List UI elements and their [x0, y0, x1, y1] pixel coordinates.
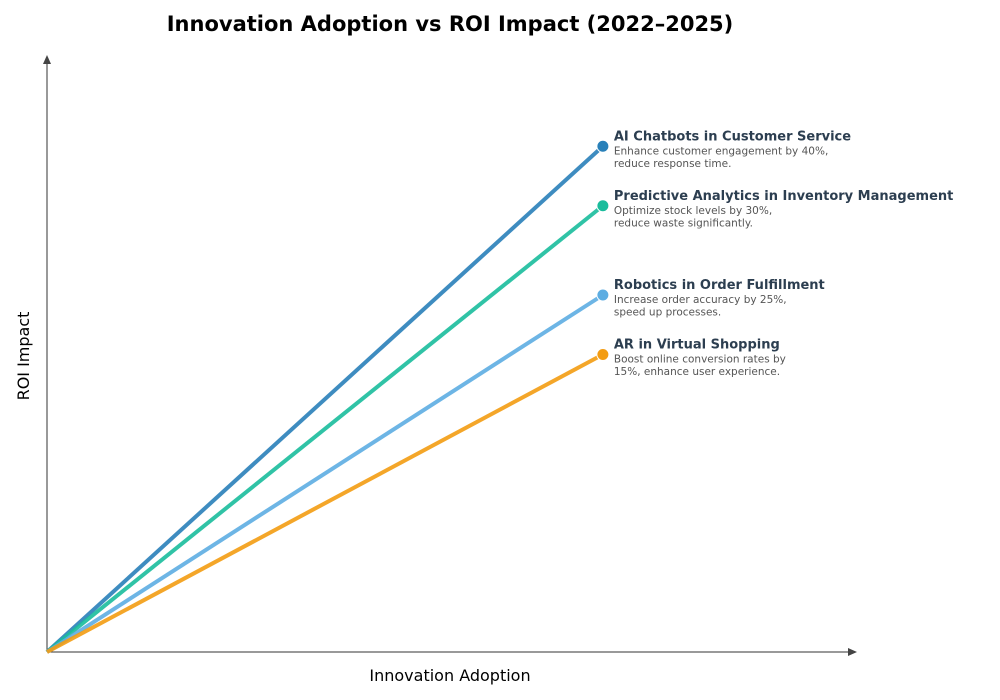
chart-title: Innovation Adoption vs ROI Impact (2022–…: [167, 12, 734, 36]
series-line: [45, 204, 605, 654]
series-line: [45, 293, 604, 654]
series-description: reduce response time.: [614, 158, 732, 170]
series-endpoint: [596, 288, 610, 302]
y-axis-arrow: [43, 55, 51, 64]
y-axis-label: ROI Impact: [14, 312, 33, 401]
series-endpoint: [596, 348, 610, 361]
series-endpoint: [596, 139, 610, 153]
series-label: AI Chatbots in Customer Service: [614, 129, 851, 144]
series-description: Increase order accuracy by 25%,: [614, 294, 787, 306]
series-description: Optimize stock levels by 30%,: [614, 205, 772, 217]
series-description: speed up processes.: [614, 307, 721, 319]
series-description: Enhance customer engagement by 40%,: [614, 145, 828, 157]
series-line: [46, 352, 604, 654]
series-endpoint: [596, 199, 610, 213]
series-label: Predictive Analytics in Inventory Manage…: [614, 189, 954, 204]
series-line: [45, 144, 605, 654]
series-label: Robotics in Order Fulfillment: [614, 278, 825, 293]
x-axis-label: Innovation Adoption: [369, 666, 530, 685]
series-description: reduce waste significantly.: [614, 217, 753, 229]
series-label: AR in Virtual Shopping: [614, 338, 780, 353]
series-description: 15%, enhance user experience.: [614, 366, 780, 378]
series-description: Boost online conversion rates by: [614, 354, 786, 366]
x-axis-arrow: [848, 648, 857, 656]
